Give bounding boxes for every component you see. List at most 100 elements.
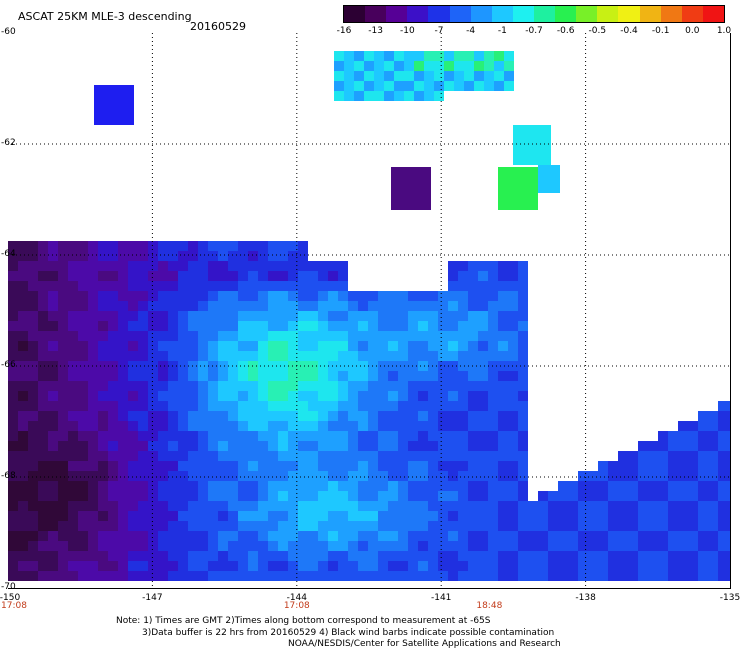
- data-cell: [308, 441, 318, 451]
- data-cell: [448, 551, 458, 561]
- data-cell: [78, 451, 88, 461]
- data-cell: [298, 431, 308, 441]
- data-cell: [478, 381, 488, 391]
- data-cell: [228, 371, 238, 381]
- data-cell: [118, 311, 128, 321]
- data-cell: [698, 421, 708, 431]
- data-cell: [438, 401, 448, 411]
- data-cell: [358, 321, 368, 331]
- data-cell: [178, 341, 188, 351]
- data-cell: [288, 421, 298, 431]
- data-cell: [508, 561, 518, 571]
- data-cell: [368, 381, 378, 391]
- data-cell: [508, 261, 518, 271]
- data-cell: [428, 381, 438, 391]
- data-cell: [518, 291, 528, 301]
- data-cell: [508, 521, 518, 531]
- data-cell: [398, 371, 408, 381]
- data-cell: [178, 291, 188, 301]
- data-cell: [374, 81, 384, 91]
- data-cell: [148, 241, 158, 251]
- data-cell: [378, 371, 388, 381]
- data-cell: [208, 481, 218, 491]
- data-cell: [8, 491, 18, 501]
- data-cell: [718, 441, 728, 451]
- data-cell: [628, 531, 638, 541]
- data-cell: [18, 411, 28, 421]
- data-cell: [668, 431, 678, 441]
- data-cell: [458, 471, 468, 481]
- data-cell: [348, 301, 358, 311]
- data-cell: [188, 251, 198, 261]
- data-cell: [498, 431, 508, 441]
- data-cell: [484, 81, 494, 91]
- data-cell: [138, 441, 148, 451]
- data-cell: [494, 71, 504, 81]
- data-cell: [48, 401, 58, 411]
- data-cell: [428, 321, 438, 331]
- data-cell: [48, 271, 58, 281]
- data-cell: [434, 91, 444, 101]
- data-cell: [528, 561, 538, 571]
- data-cell: [128, 311, 138, 321]
- data-cell: [568, 511, 578, 521]
- data-cell: [388, 321, 398, 331]
- data-cell: [238, 381, 248, 391]
- data-cell: [28, 571, 38, 581]
- data-cell: [678, 471, 688, 481]
- data-cell: [718, 421, 728, 431]
- data-cell: [608, 511, 618, 521]
- data-cell: [518, 391, 528, 401]
- data-cell: [198, 371, 208, 381]
- data-cell: [68, 291, 78, 301]
- data-cell: [688, 471, 698, 481]
- data-cell: [258, 321, 268, 331]
- data-cell: [138, 331, 148, 341]
- data-cell: [398, 401, 408, 411]
- data-cell: [118, 271, 128, 281]
- data-cell: [108, 271, 118, 281]
- data-cell: [268, 471, 278, 481]
- data-cell: [478, 451, 488, 461]
- data-cell: [438, 471, 448, 481]
- data-cell: [548, 571, 558, 581]
- data-cell: [498, 421, 508, 431]
- data-cell: [658, 531, 668, 541]
- data-cell: [128, 261, 138, 271]
- data-cell: [638, 551, 648, 561]
- data-cell: [468, 471, 478, 481]
- y-tick-label: -62: [1, 138, 16, 148]
- data-cell: [158, 351, 168, 361]
- data-cell: [498, 551, 508, 561]
- data-cell: [218, 251, 228, 261]
- data-cell: [168, 351, 178, 361]
- data-cell: [128, 251, 138, 261]
- data-cell: [678, 451, 688, 461]
- data-cell: [658, 451, 668, 461]
- data-cell: [238, 481, 248, 491]
- data-cell: [68, 541, 78, 551]
- data-cell: [348, 321, 358, 331]
- data-cell: [464, 81, 474, 91]
- colorbar-label: -0.5: [588, 26, 607, 36]
- data-cell: [248, 421, 258, 431]
- data-cell: [418, 391, 428, 401]
- data-cell: [98, 301, 108, 311]
- data-cell: [98, 251, 108, 261]
- data-cell: [728, 501, 730, 511]
- data-cell: [438, 521, 448, 531]
- data-cell: [484, 71, 494, 81]
- data-cell: [98, 351, 108, 361]
- data-cell: [118, 451, 128, 461]
- data-cell: [218, 491, 228, 501]
- data-cell: [198, 561, 208, 571]
- data-cell: [198, 381, 208, 391]
- data-cell: [354, 71, 364, 81]
- data-cell: [498, 471, 508, 481]
- data-cell: [208, 531, 218, 541]
- data-cell: [108, 311, 118, 321]
- data-cell: [28, 531, 38, 541]
- data-cell: [288, 241, 298, 251]
- data-cell: [278, 271, 288, 281]
- data-cell: [328, 441, 338, 451]
